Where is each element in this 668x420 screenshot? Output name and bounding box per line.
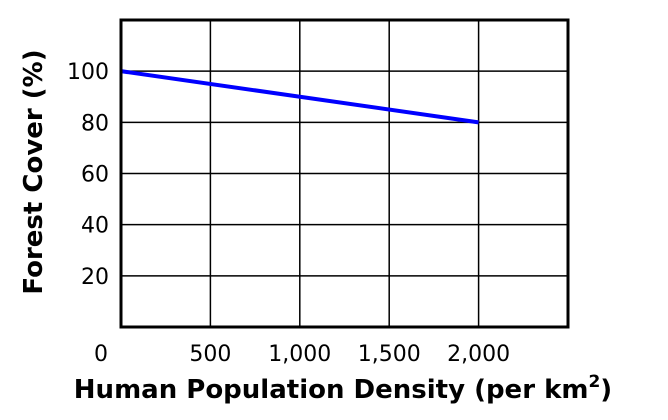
x-tick-label: 0 [94,342,108,367]
grid-lines [121,20,568,327]
y-tick-label: 40 [81,214,109,239]
y-axis-tick-labels: 20 40 60 80 100 [67,60,109,290]
x-tick-label: 2,000 [447,342,510,367]
y-tick-label: 100 [67,60,109,85]
y-tick-label: 20 [81,265,109,290]
y-tick-label: 80 [81,111,109,136]
plot-frame [119,18,570,329]
series-line-0 [120,69,479,125]
x-axis-title-suffix: ) [600,375,612,405]
x-tick-label: 1,500 [358,342,421,367]
x-tick-label: 1,000 [268,342,331,367]
y-axis-title: Forest Cover (%) [19,49,49,294]
x-axis-tick-labels: 0 500 1,000 1,500 2,000 [94,342,510,367]
x-axis-title-main: Human Population Density (per km [74,375,589,405]
series-layer [120,69,479,125]
x-tick-label: 500 [189,342,231,367]
y-tick-label: 60 [81,163,109,188]
x-axis-title-superscript: 2 [588,372,600,392]
x-axis-title: Human Population Density (per km2) [74,372,612,405]
